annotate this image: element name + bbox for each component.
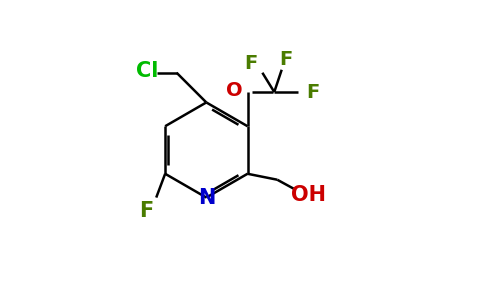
Text: N: N: [197, 188, 215, 208]
Text: Cl: Cl: [136, 61, 158, 81]
Text: F: F: [306, 82, 319, 101]
Text: O: O: [227, 81, 243, 100]
Text: F: F: [139, 201, 153, 221]
Text: F: F: [280, 50, 293, 69]
Text: F: F: [244, 54, 257, 73]
Text: OH: OH: [291, 184, 326, 205]
